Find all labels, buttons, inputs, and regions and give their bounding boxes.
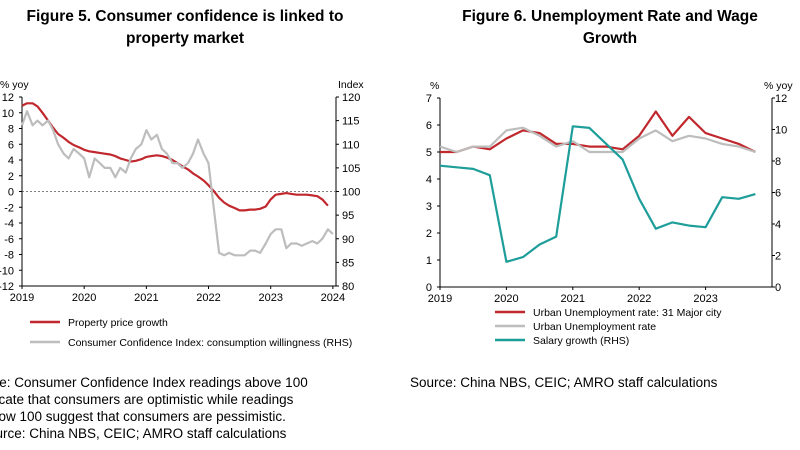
y2-tick-label: 110 xyxy=(342,139,360,151)
y2-tick-label: 85 xyxy=(342,257,354,269)
legend-label: Salary growth (RHS) xyxy=(533,335,629,347)
y-tick-label: 12 xyxy=(2,92,14,104)
y-tick-label: 4 xyxy=(426,174,432,186)
x-tick-label: 2022 xyxy=(627,293,651,305)
x-tick-label: 2020 xyxy=(72,292,96,304)
y2-tick-label: 4 xyxy=(775,219,781,231)
y-tick-label: 8 xyxy=(8,124,14,136)
y-tick-label: 10 xyxy=(2,108,14,120)
y2-tick-label: 6 xyxy=(775,188,781,200)
figure6-title-line1: Figure 6. Unemployment Rate and Wage xyxy=(462,8,758,25)
y-tick-label: 7 xyxy=(426,93,432,105)
y-axis-label: % xyxy=(430,80,439,92)
series-line-6-1 xyxy=(439,126,756,154)
y2-tick-label: 8 xyxy=(775,156,781,168)
legend-label: Property price growth xyxy=(68,317,168,329)
y2-tick-label: 120 xyxy=(342,92,360,104)
y-tick-label: 0 xyxy=(8,187,14,199)
y-tick-label: 0 xyxy=(426,282,432,294)
y-tick-label: -10 xyxy=(0,265,14,277)
figure5-note: ote: Consumer Confidence Index readings … xyxy=(0,374,388,442)
series-line-6-2 xyxy=(439,125,756,263)
y2-tick-label: 90 xyxy=(342,234,354,246)
y-tick-label: 1 xyxy=(426,255,432,267)
x-tick-label: 2024 xyxy=(321,292,345,304)
figure6-title: Figure 6. Unemployment Rate and Wage Gro… xyxy=(420,6,800,50)
x-tick-label: 2021 xyxy=(134,292,158,304)
y-tick-label: 5 xyxy=(426,147,432,159)
y-tick-label: 2 xyxy=(426,228,432,240)
figure6-note: Source: China NBS, CEIC; AMRO staff calc… xyxy=(410,375,718,390)
figure5-title-line2: property market xyxy=(125,30,244,47)
figure5-title-line1: Figure 5. Consumer confidence is linked … xyxy=(26,8,344,25)
legend-label: Consumer Confidence Index: consumption w… xyxy=(68,337,352,349)
y2-tick-label: 80 xyxy=(342,281,354,293)
y-tick-label: 3 xyxy=(426,201,432,213)
y-tick-label: -4 xyxy=(4,218,14,230)
x-tick-label: 2023 xyxy=(693,293,717,305)
y-tick-label: -2 xyxy=(4,202,14,214)
y2-tick-label: 100 xyxy=(342,187,360,199)
y-tick-label: 4 xyxy=(8,155,14,167)
legend-label: Urban Unemployment rate: 31 Major city xyxy=(533,307,722,319)
y-tick-label: -8 xyxy=(4,250,14,262)
y-axis-label: % yoy xyxy=(0,79,29,91)
x-tick-label: 2023 xyxy=(258,292,282,304)
x-tick-label: 2022 xyxy=(196,292,220,304)
y2-tick-label: 2 xyxy=(775,251,781,263)
y2-tick-label: 0 xyxy=(775,282,781,294)
figure6-title-line2: Growth xyxy=(582,30,638,47)
x-tick-label: 2021 xyxy=(561,293,585,305)
y-tick-label: 2 xyxy=(8,171,14,183)
y-tick-label: -12 xyxy=(0,281,14,293)
y2-tick-label: 105 xyxy=(342,163,360,175)
y2-tick-label: 95 xyxy=(342,210,354,222)
y-tick-label: -6 xyxy=(4,234,14,246)
figure5-title: Figure 5. Consumer confidence is linked … xyxy=(0,6,370,50)
y2-axis-label: % yoy xyxy=(764,80,793,92)
series-line-6-0 xyxy=(440,110,756,154)
series-line-5-0 xyxy=(21,102,329,212)
x-tick-label: 2020 xyxy=(494,293,518,305)
y2-tick-label: 10 xyxy=(775,125,787,137)
y-tick-label: 6 xyxy=(426,120,432,132)
legend-label: Urban Unemployment rate xyxy=(533,321,656,333)
x-tick-label: 2019 xyxy=(428,293,452,305)
figure5-note-line: dicate that consumers are optimistic whi… xyxy=(0,392,294,407)
figure5-note-line: ote: Consumer Confidence Index readings … xyxy=(0,375,308,390)
y-tick-label: 6 xyxy=(8,139,14,151)
y2-tick-label: 115 xyxy=(342,116,360,128)
y2-axis-label: Index xyxy=(338,79,364,91)
figure5-note-line: elow 100 suggest that consumers are pess… xyxy=(0,409,286,424)
figure5-note-line: ource: China NBS, CEIC; AMRO staff calcu… xyxy=(0,426,287,441)
y2-tick-label: 12 xyxy=(775,93,787,105)
series-line-5-1 xyxy=(20,110,334,257)
x-tick-label: 2019 xyxy=(10,292,34,304)
